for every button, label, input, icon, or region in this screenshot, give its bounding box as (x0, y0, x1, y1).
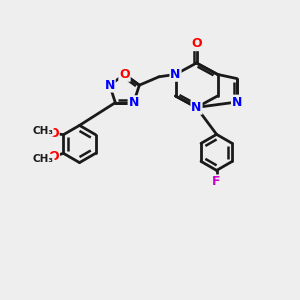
Text: O: O (191, 37, 202, 50)
Text: N: N (128, 96, 139, 109)
Text: O: O (48, 127, 59, 140)
Text: N: N (232, 95, 242, 109)
Text: O: O (49, 150, 59, 163)
Text: N: N (170, 68, 181, 81)
Text: O: O (119, 68, 130, 81)
Text: N: N (191, 101, 202, 114)
Text: F: F (212, 175, 221, 188)
Text: N: N (104, 79, 115, 92)
Text: CH₃: CH₃ (33, 154, 54, 164)
Text: CH₃: CH₃ (32, 126, 53, 136)
